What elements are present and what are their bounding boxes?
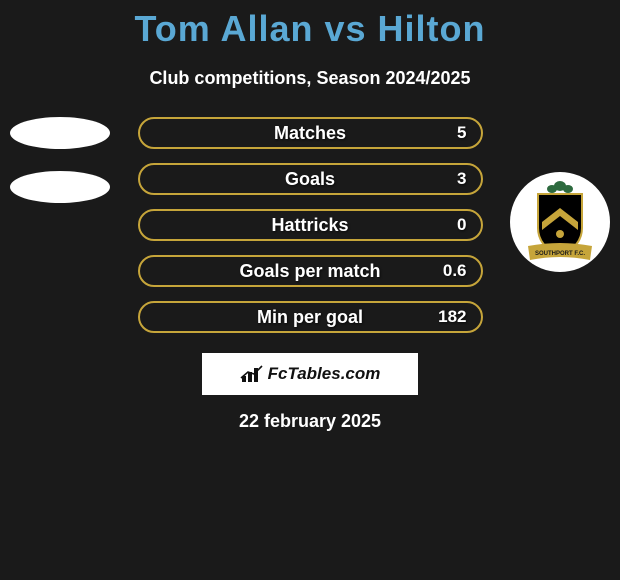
team-placeholder <box>10 171 110 203</box>
stat-row: Goals per match 0.6 <box>138 255 483 287</box>
southport-crest-icon: SOUTHPORT F.C. <box>520 178 600 266</box>
stat-label: Matches <box>274 123 346 144</box>
bar-chart-icon <box>240 364 264 384</box>
stat-value: 0 <box>457 215 466 235</box>
stat-value: 5 <box>457 123 466 143</box>
page-title: Tom Allan vs Hilton <box>0 0 620 50</box>
stat-label: Hattricks <box>271 215 348 236</box>
left-player-placeholders <box>10 117 110 203</box>
brand-logo-text: FcTables.com <box>268 364 381 384</box>
stats-list: Matches 5 Goals 3 Hattricks 0 Goals per … <box>138 117 483 333</box>
stat-value: 3 <box>457 169 466 189</box>
stat-row: Goals 3 <box>138 163 483 195</box>
svg-text:SOUTHPORT F.C.: SOUTHPORT F.C. <box>535 251 585 257</box>
stat-value: 182 <box>438 307 466 327</box>
right-team-badge: SOUTHPORT F.C. <box>510 172 610 272</box>
date-label: 22 february 2025 <box>0 411 620 432</box>
stat-label: Min per goal <box>257 307 363 328</box>
comparison-content: SOUTHPORT F.C. Matches 5 Goals 3 Hattric… <box>0 117 620 432</box>
stat-row: Matches 5 <box>138 117 483 149</box>
stat-label: Goals per match <box>239 261 380 282</box>
stat-row: Hattricks 0 <box>138 209 483 241</box>
brand-logo: FcTables.com <box>202 353 418 395</box>
stat-row: Min per goal 182 <box>138 301 483 333</box>
stat-label: Goals <box>285 169 335 190</box>
player-placeholder <box>10 117 110 149</box>
subtitle: Club competitions, Season 2024/2025 <box>0 68 620 89</box>
stat-value: 0.6 <box>443 261 467 281</box>
